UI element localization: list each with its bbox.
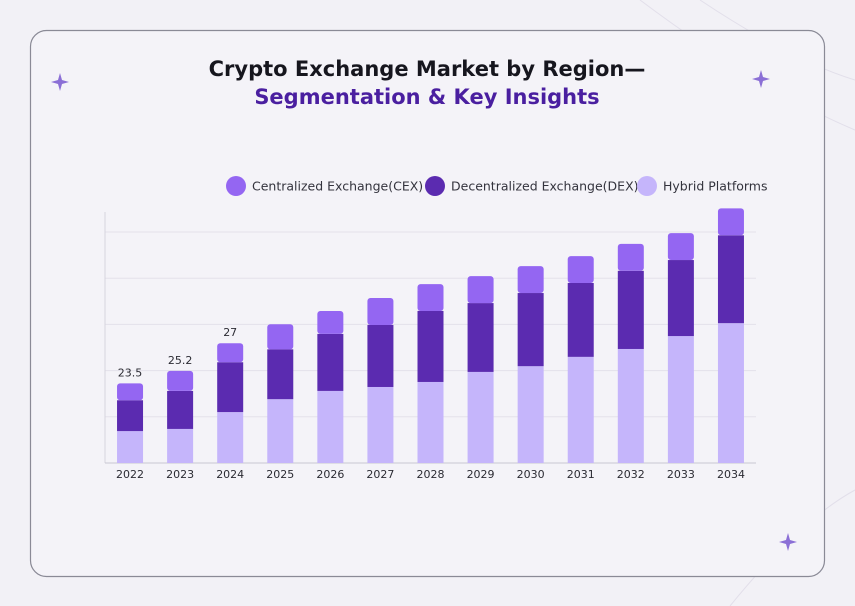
bar-segment (517, 293, 544, 367)
bar-segment (617, 243, 644, 271)
bar-segment (667, 233, 694, 261)
x-tick-label: 2034 (717, 468, 745, 481)
bar-segment (267, 349, 294, 400)
bar-segment (367, 324, 394, 387)
bar-segment (167, 428, 194, 463)
x-tick-label: 2022 (116, 468, 144, 481)
bar-segment (167, 390, 194, 429)
bar-segment (217, 343, 244, 363)
bar-segment (417, 284, 444, 311)
bar-segment (267, 399, 294, 463)
x-tick-label: 2030 (517, 468, 545, 481)
sparkle (51, 73, 69, 91)
bar-segment (267, 324, 294, 350)
sparkle (779, 533, 797, 551)
bar-segment (317, 310, 344, 334)
total-label: 27 (223, 326, 237, 339)
legend-label: Hybrid Platforms (663, 179, 767, 194)
bar-segment (117, 431, 144, 463)
bar-segment (467, 276, 494, 304)
bar-segment (517, 366, 544, 463)
x-tick-label: 2032 (617, 468, 645, 481)
x-tick-label: 2027 (366, 468, 394, 481)
bar-segment (567, 256, 594, 283)
bar-segment (117, 400, 144, 432)
legend-swatch (637, 176, 657, 196)
bar-segment (567, 282, 594, 357)
x-tick-label: 2024 (216, 468, 244, 481)
bar-segment (467, 303, 494, 372)
bar-segment (217, 412, 244, 463)
total-label: 23.5 (118, 366, 143, 379)
x-tick-label: 2031 (567, 468, 595, 481)
bar-segment (567, 356, 594, 463)
bar-segment (367, 386, 394, 463)
total-label: 25.2 (168, 354, 193, 367)
bar-segment (317, 333, 344, 391)
bar-segment (617, 270, 644, 349)
x-tick-label: 2029 (467, 468, 495, 481)
x-tick-label: 2028 (417, 468, 445, 481)
legend-label: Decentralized Exchange(DEX) (451, 179, 639, 194)
bar-segment (317, 390, 344, 463)
bar-segment (167, 370, 194, 391)
bar-segment (667, 336, 694, 463)
bar-segment (517, 266, 544, 294)
bar-segment (417, 381, 444, 463)
chart-title: Crypto Exchange Market by Region— (209, 57, 646, 81)
bar-segment (667, 260, 694, 337)
chart-subtitle: Segmentation & Key Insights (254, 85, 599, 109)
sparkle (752, 70, 770, 88)
bar-segment (217, 362, 244, 413)
x-tick-label: 2023 (166, 468, 194, 481)
legend-label: Centralized Exchange(CEX) (252, 179, 423, 194)
bar-segment (717, 208, 744, 236)
x-tick-label: 2026 (316, 468, 344, 481)
legend-swatch (425, 176, 445, 196)
bar-segment (717, 235, 744, 324)
bar-segment (417, 310, 444, 382)
bar-segment (617, 348, 644, 463)
legend-swatch (226, 176, 246, 196)
bar-segment (717, 323, 744, 463)
x-tick-label: 2033 (667, 468, 695, 481)
bar-segment (367, 298, 394, 325)
bar-segment (117, 383, 144, 401)
x-tick-label: 2025 (266, 468, 294, 481)
bar-segment (467, 371, 494, 463)
